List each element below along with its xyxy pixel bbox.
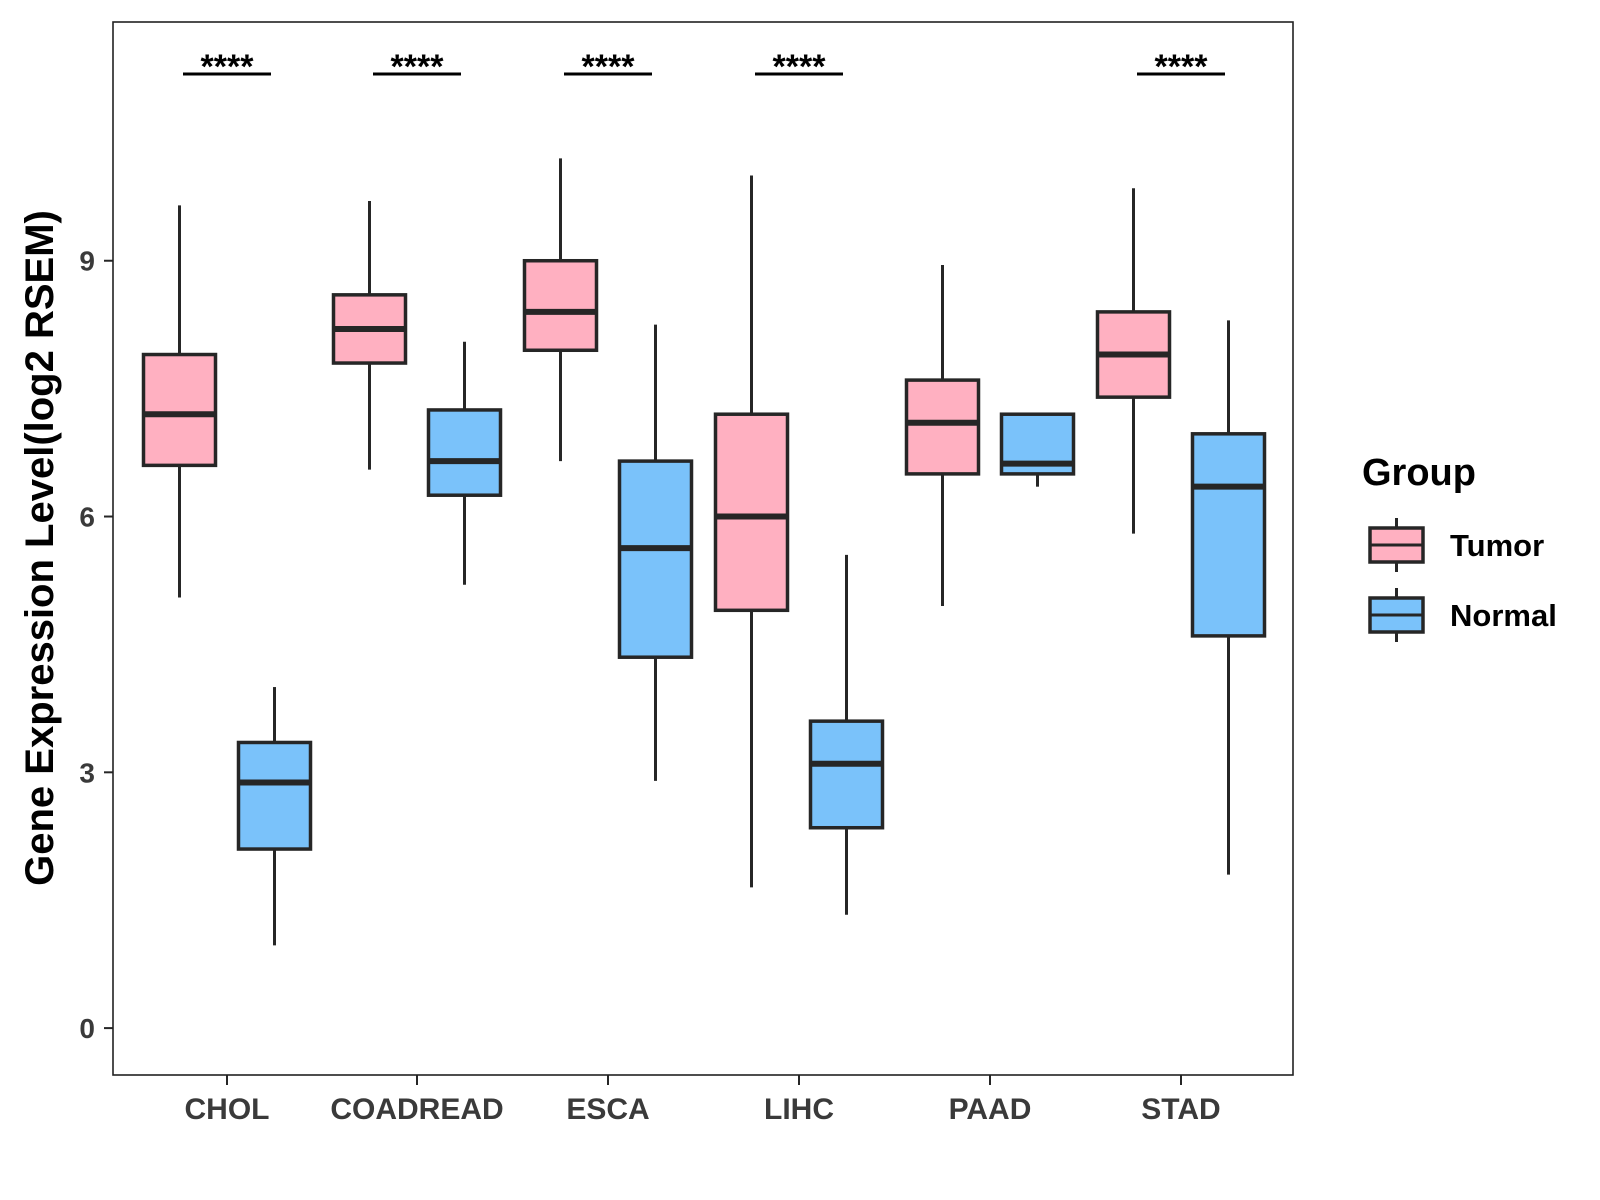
box-tumor-esca xyxy=(522,158,599,462)
significance-stad: **** xyxy=(1137,48,1225,86)
box-tumor-chol xyxy=(141,205,218,598)
y-tick-label: 9 xyxy=(79,246,95,277)
box-body xyxy=(617,459,694,659)
box-normal-lihc xyxy=(808,554,885,915)
box-normal-paad xyxy=(999,412,1076,487)
box-body xyxy=(426,408,503,497)
box-normal-coadread xyxy=(426,341,503,585)
x-tick-label: STAD xyxy=(1141,1093,1220,1126)
y-tick-label: 6 xyxy=(79,502,95,533)
box-tumor-stad xyxy=(1095,188,1172,534)
legend-entry-normal: Normal xyxy=(1368,588,1557,642)
box-body xyxy=(808,719,885,830)
x-tick-label: PAAD xyxy=(949,1093,1032,1126)
x-tick-label: CHOL xyxy=(185,1093,270,1126)
box-body xyxy=(904,378,981,476)
x-tick-label: ESCA xyxy=(566,1093,649,1126)
significance-stars: **** xyxy=(582,48,636,86)
x-tick-label: COADREAD xyxy=(330,1093,503,1126)
y-tick-label: 3 xyxy=(79,757,95,788)
box-body xyxy=(1190,432,1267,638)
box-tumor-lihc xyxy=(713,175,790,888)
legend-label: Normal xyxy=(1450,598,1557,633)
legend-title: Group xyxy=(1362,452,1476,494)
plot-area: 0 3 6 9 CHOL COADREAD ESCA LIHC PAAD STAD **** ****… xyxy=(79,48,1267,1126)
box-normal-chol xyxy=(236,687,313,946)
box-normal-stad xyxy=(1190,320,1267,875)
significance-chol: **** xyxy=(183,48,271,86)
y-axis-title: Gene Expression Level(log2 RSEM) xyxy=(18,210,62,886)
significance-coadread: **** xyxy=(373,48,461,86)
legend-entry-tumor: Tumor xyxy=(1368,518,1544,572)
box-body xyxy=(141,352,218,468)
significance-esca: **** xyxy=(564,48,652,86)
legend-label: Tumor xyxy=(1450,528,1544,563)
significance-stars: **** xyxy=(201,48,255,86)
box-tumor-paad xyxy=(904,265,981,607)
box-normal-esca xyxy=(617,324,694,781)
legend: Tumor Normal xyxy=(1368,518,1557,642)
box-body xyxy=(236,740,313,851)
significance-stars: **** xyxy=(773,48,827,86)
x-tick-label: LIHC xyxy=(764,1093,834,1126)
significance-stars: **** xyxy=(1155,48,1209,86)
significance-lihc: **** xyxy=(755,48,843,86)
box-body xyxy=(713,412,790,613)
plot-border xyxy=(112,21,1294,1076)
significance-stars: **** xyxy=(391,48,445,86)
box-body xyxy=(522,258,599,353)
box-tumor-coadread xyxy=(331,201,408,470)
y-tick-label: 0 xyxy=(79,1013,95,1044)
